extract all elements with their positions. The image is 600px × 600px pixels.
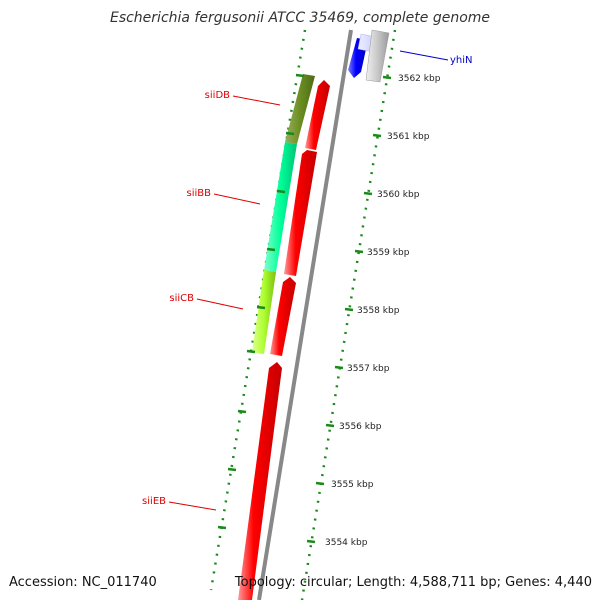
tick-label-3554: 3554 kbp <box>325 538 368 548</box>
band-siiCB <box>252 270 276 354</box>
gene-siiEB[interactable] <box>238 362 282 600</box>
leader-yhiN <box>399 50 449 61</box>
gene-siiCB[interactable] <box>270 277 296 356</box>
tick-label-3556: 3556 kbp <box>339 422 382 432</box>
tick-label-3555: 3555 kbp <box>331 480 374 490</box>
leader-siiCB <box>196 298 244 310</box>
label-siiDB-group[interactable]: siiDB <box>205 90 281 106</box>
leader-siiEB <box>168 501 217 511</box>
gene-label-siiCB[interactable]: siiCB <box>169 293 194 304</box>
gene-siiDB[interactable] <box>305 80 330 150</box>
outer-major-ticks <box>217 73 305 530</box>
band-siiDB <box>285 74 315 144</box>
leader-siiBB <box>213 193 261 205</box>
gene-label-siiDB[interactable]: siiDB <box>205 90 230 101</box>
band-siiBB <box>264 142 297 272</box>
gene-grey-block[interactable] <box>365 29 390 83</box>
label-siiEB-group[interactable]: siiEB <box>142 496 217 511</box>
leader-siiDB <box>232 95 281 106</box>
tick-label-3561: 3561 kbp <box>387 132 430 142</box>
genome-backbone <box>257 29 353 600</box>
label-yhiN-group[interactable]: yhiN <box>399 50 473 66</box>
gene-label-siiEB[interactable]: siiEB <box>142 496 166 507</box>
tick-label-3557: 3557 kbp <box>347 364 390 374</box>
map-title: Escherichia fergusonii ATCC 35469, compl… <box>110 10 490 26</box>
accession-text: Accession: NC_011740 <box>9 575 157 590</box>
gene-label-siiBB[interactable]: siiBB <box>187 188 212 199</box>
topology-text: Topology: circular; Length: 4,588,711 bp… <box>234 575 592 590</box>
tick-label-3559: 3559 kbp <box>367 248 410 258</box>
gene-siiBB[interactable] <box>284 150 317 276</box>
inner-tick-track <box>300 29 397 600</box>
inner-major-ticks <box>306 75 392 544</box>
gene-label-yhiN[interactable]: yhiN <box>450 55 473 66</box>
label-siiCB-group[interactable]: siiCB <box>169 293 244 310</box>
tick-label-3560: 3560 kbp <box>377 190 420 200</box>
label-siiBB-group[interactable]: siiBB <box>187 188 261 205</box>
tick-label-3562: 3562 kbp <box>398 74 441 84</box>
tick-label-3558: 3558 kbp <box>357 306 400 316</box>
